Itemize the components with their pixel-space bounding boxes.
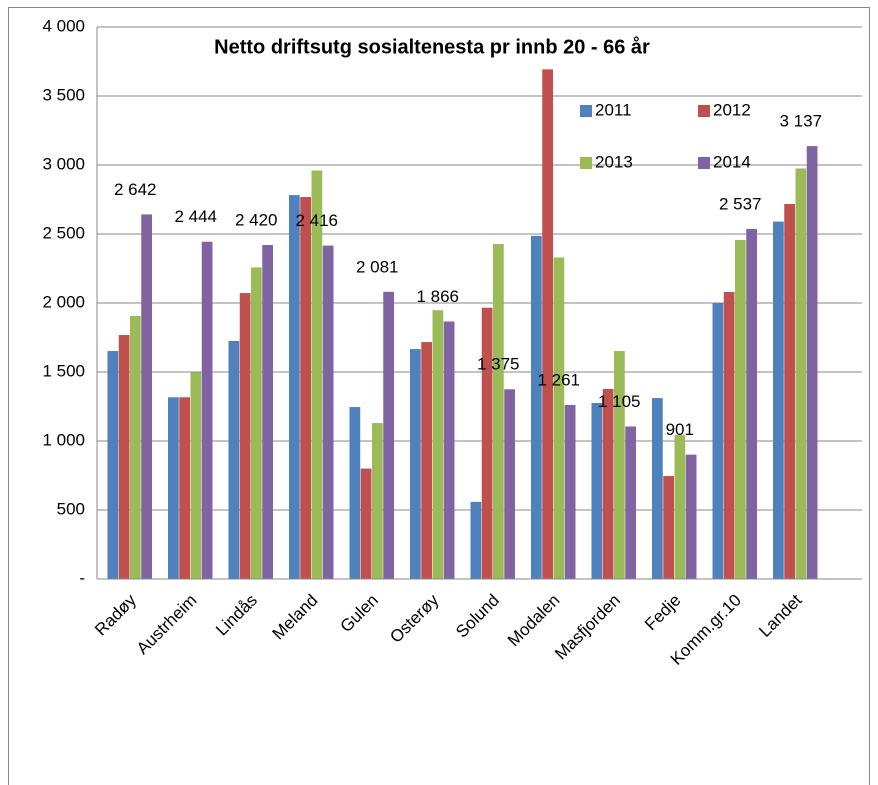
bar (735, 239, 746, 579)
bar (421, 342, 432, 579)
bar (542, 69, 553, 579)
bar (289, 195, 300, 580)
bar (674, 435, 686, 579)
x-tick-label: Fedje (641, 591, 685, 635)
bar (531, 235, 542, 579)
bar (349, 407, 361, 579)
data-label: 901 (666, 420, 694, 439)
x-tick-label: Masfjorden (551, 591, 624, 664)
data-label: 1 105 (598, 392, 641, 411)
bar (443, 321, 455, 579)
legend-label: 2011 (595, 100, 632, 119)
y-tick-label: 4 000 (42, 16, 85, 35)
bar (383, 291, 394, 579)
bar (179, 397, 190, 579)
y-tick-label: 1 000 (42, 430, 85, 449)
legend-swatch (698, 157, 710, 169)
y-tick-label: - (79, 568, 85, 587)
bar (591, 403, 603, 579)
chart-frame (8, 7, 870, 785)
bar (685, 454, 697, 579)
y-tick-label: 1 500 (42, 361, 85, 380)
x-tick-label: Lindås (212, 591, 261, 640)
x-tick-label: Modalen (504, 591, 564, 651)
bar (239, 293, 251, 579)
bar (614, 351, 625, 579)
y-tick-label: 2 000 (42, 292, 85, 311)
x-tick-label: Meland (269, 591, 322, 644)
bar (432, 310, 444, 579)
bar (652, 398, 663, 579)
data-label: 2 642 (114, 180, 157, 199)
bar (712, 303, 724, 579)
legend-label: 2014 (713, 152, 751, 171)
bar (602, 388, 614, 579)
bar (746, 228, 757, 580)
bar (118, 335, 130, 579)
bar (228, 340, 240, 579)
bar (107, 351, 119, 579)
bar (663, 476, 674, 579)
legend-swatch (580, 157, 592, 169)
bar (481, 307, 493, 579)
bar (322, 245, 334, 580)
bar (311, 170, 323, 579)
bar (201, 241, 213, 579)
x-tick-label: Austrheim (133, 591, 201, 659)
data-label: 1 375 (477, 355, 520, 374)
bar (360, 468, 372, 579)
data-label: 2 537 (719, 194, 762, 213)
y-tick-label: 500 (57, 499, 85, 518)
bar (251, 267, 262, 579)
bar (784, 203, 795, 579)
bar (168, 397, 179, 579)
data-label: 2 081 (356, 257, 399, 276)
data-label: 1 866 (416, 287, 459, 306)
bar (773, 221, 784, 579)
chart-title: Netto driftsutg sosialtenesta pr innb 20… (214, 35, 650, 58)
x-tick-label: Solund (452, 591, 503, 642)
data-label: 2 420 (235, 211, 278, 230)
bar (504, 389, 515, 579)
y-tick-label: 2 500 (42, 223, 85, 242)
data-label: 2 416 (295, 211, 338, 230)
bar (723, 291, 735, 579)
bar (625, 426, 636, 579)
x-tick-label: Gulen (336, 591, 382, 637)
y-tick-label: 3 000 (42, 154, 85, 173)
x-tick-label: Osterøy (386, 590, 443, 647)
data-label: 2 444 (174, 207, 217, 226)
legend-swatch (580, 105, 592, 117)
bar (553, 257, 565, 579)
bar (190, 372, 202, 579)
bar (564, 404, 576, 579)
legend-swatch (698, 105, 710, 117)
legend-label: 2013 (595, 152, 633, 171)
bar (372, 423, 383, 579)
bar (806, 146, 818, 579)
x-tick-label: Radøy (91, 590, 140, 639)
bar (300, 197, 311, 580)
bar (262, 245, 273, 580)
data-label: 1 261 (537, 370, 580, 389)
bar (795, 168, 807, 579)
bar (141, 214, 152, 580)
bar (470, 501, 482, 579)
bar (410, 349, 421, 579)
legend-label: 2012 (713, 100, 751, 119)
data-label: 3 137 (779, 112, 822, 131)
x-tick-label: Landet (755, 590, 805, 640)
bar (130, 315, 141, 579)
bar (493, 244, 504, 579)
y-tick-label: 3 500 (42, 85, 85, 104)
